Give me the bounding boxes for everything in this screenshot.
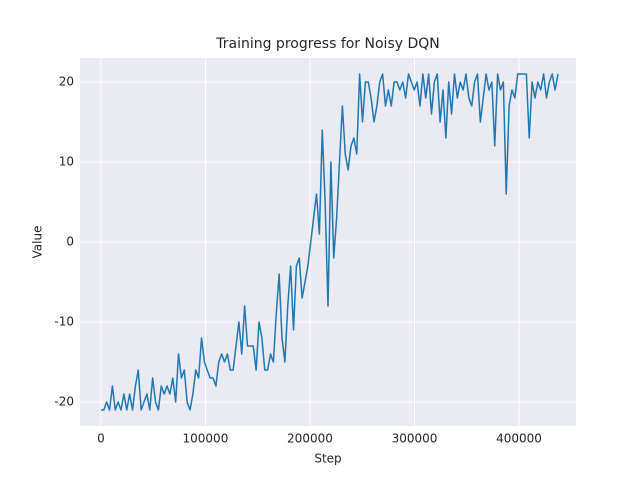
x-tick-label: 300000 [392,432,438,446]
y-tick-label: -10 [54,315,74,329]
y-tick-label: 10 [59,155,74,169]
y-axis-label: Value [31,226,45,259]
data-line [100,73,559,411]
y-tick-label: -20 [54,395,74,409]
x-tick-label: 0 [97,432,105,446]
x-tick-label: 100000 [183,432,229,446]
y-tick-label: 0 [66,235,74,249]
chart-title: Training progress for Noisy DQN [215,36,440,52]
x-axis-label: Step [314,452,341,466]
y-tick-label: 20 [59,75,74,89]
x-tick-label: 200000 [287,432,333,446]
x-tick-label: 400000 [496,432,542,446]
